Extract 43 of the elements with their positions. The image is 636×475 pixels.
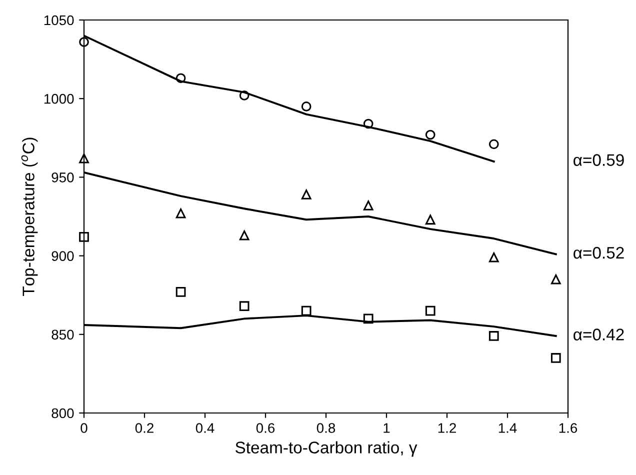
- x-tick-label: 1.2: [438, 423, 456, 433]
- point: [425, 214, 436, 225]
- point: [550, 274, 561, 284]
- y-tick-label: 1050: [44, 15, 74, 26]
- point: [425, 130, 436, 140]
- x-tick-label: 1: [384, 423, 390, 433]
- point: [363, 118, 374, 129]
- point: [488, 331, 499, 341]
- x-axis-title: Steam-to-Carbon ratio, γ: [236, 441, 418, 457]
- text: α=0.59: [574, 154, 624, 166]
- point: [79, 232, 89, 242]
- series-label: α=0.52: [574, 246, 624, 259]
- point: [425, 306, 436, 316]
- point: [239, 230, 250, 240]
- x-tick-label: 0: [80, 423, 88, 433]
- point: [239, 301, 250, 312]
- y-tick-label: 1000: [44, 94, 74, 104]
- point: [550, 353, 561, 363]
- point: [488, 252, 499, 262]
- point: [488, 139, 499, 150]
- point: [363, 314, 374, 324]
- point: [239, 90, 250, 100]
- y-tick-label: 800: [52, 408, 74, 418]
- x-tick-label: 0.8: [316, 423, 336, 433]
- point: [301, 306, 312, 316]
- point: [363, 200, 374, 210]
- point: [301, 190, 312, 200]
- point: [176, 208, 186, 218]
- x-tick-label: 1.6: [559, 423, 578, 433]
- x-tick-label: 0.4: [196, 423, 214, 433]
- x-tick-label: 0.2: [135, 423, 154, 433]
- y-tick-label: 850: [52, 330, 74, 340]
- x-tick-label: 1.4: [498, 423, 517, 433]
- series-label: α=0.42: [574, 328, 624, 340]
- x-tick-label: 0.6: [256, 423, 275, 433]
- y-tick-label: 950: [52, 172, 74, 182]
- point: [79, 153, 89, 164]
- point: [301, 102, 312, 112]
- point: [176, 287, 186, 297]
- y-tick-label: 900: [52, 251, 74, 261]
- y-axis-title: Top-temperature ($^{o}$C): [21, 138, 38, 296]
- point: [176, 73, 186, 84]
- point: [79, 37, 89, 47]
